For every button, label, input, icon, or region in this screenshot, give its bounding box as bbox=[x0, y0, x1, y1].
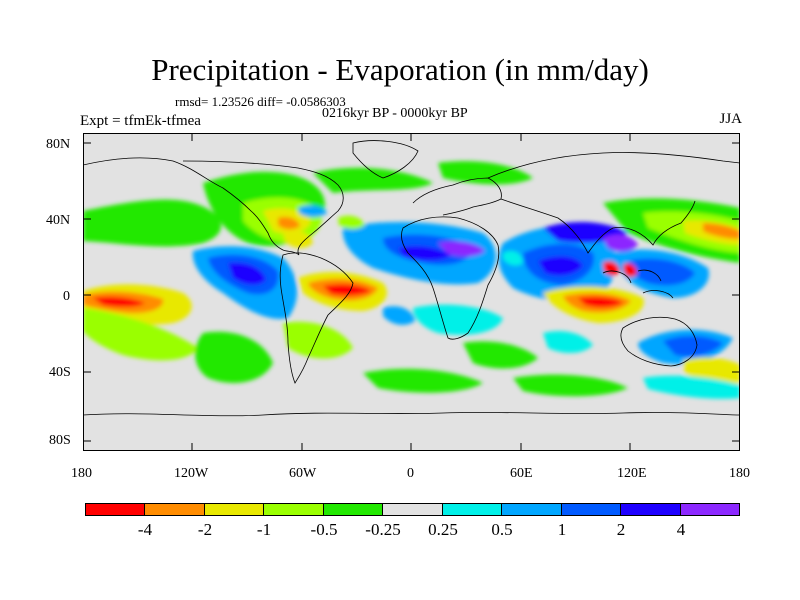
coastline-greenland bbox=[352, 140, 419, 179]
x-tick-label: 120E bbox=[617, 466, 647, 481]
colorbar-label: 4 bbox=[676, 520, 686, 539]
coastline-europe bbox=[412, 177, 502, 216]
pe-anomaly-map bbox=[83, 133, 740, 451]
field-region bbox=[283, 231, 313, 249]
coastlines bbox=[83, 140, 740, 417]
colorbar-label: 0.5 bbox=[491, 520, 513, 539]
colorbar-swatch bbox=[680, 504, 739, 515]
field-region bbox=[338, 215, 365, 230]
field-region bbox=[578, 296, 623, 308]
coastline-north-america bbox=[83, 157, 344, 256]
colorbar-swatch bbox=[561, 504, 622, 515]
coastline-africa bbox=[401, 216, 500, 340]
field-region bbox=[543, 331, 593, 353]
field-region bbox=[93, 296, 145, 308]
field-region bbox=[228, 262, 266, 285]
season-label: JJA bbox=[719, 111, 742, 127]
colorbar-label: -1 bbox=[256, 520, 272, 539]
x-tick-label: 0 bbox=[407, 466, 414, 481]
colorbar-label: -0.5 bbox=[310, 520, 338, 539]
field-region bbox=[83, 199, 222, 247]
colorbar-swatch bbox=[502, 504, 562, 515]
colorbar-swatch bbox=[442, 504, 503, 515]
colorbar-label: 0.25 bbox=[428, 520, 458, 539]
coastline-south-america bbox=[279, 252, 354, 384]
y-tick-label: 40S bbox=[49, 365, 71, 380]
axis-ticks bbox=[83, 133, 740, 451]
field-region bbox=[283, 321, 353, 359]
field-region bbox=[398, 245, 451, 261]
field-region bbox=[438, 241, 485, 257]
colorbar-label: -4 bbox=[137, 520, 153, 539]
field-region bbox=[278, 216, 300, 230]
field-region bbox=[703, 223, 740, 239]
field-region bbox=[643, 375, 740, 399]
field-region bbox=[363, 368, 483, 393]
y-tick-label: 0 bbox=[63, 289, 70, 304]
field-region bbox=[503, 251, 523, 266]
x-tick-label: 180 bbox=[71, 466, 92, 481]
field-region bbox=[623, 263, 637, 278]
field-region bbox=[83, 308, 198, 361]
field-region bbox=[463, 341, 538, 369]
colorbar-label: 1 bbox=[557, 520, 567, 539]
colorbar-swatch bbox=[323, 504, 384, 515]
y-tick-label: 80S bbox=[49, 433, 71, 448]
colorbar-label: -2 bbox=[197, 520, 213, 539]
colorbar-label: -0.25 bbox=[365, 520, 401, 539]
field-region bbox=[603, 234, 638, 252]
chart-title: Precipitation - Evaporation (in mm/day) bbox=[151, 52, 649, 87]
field-region bbox=[663, 335, 723, 357]
field-region bbox=[323, 284, 371, 296]
x-tick-label: 60E bbox=[510, 466, 533, 481]
field-region bbox=[298, 205, 327, 218]
period-label: 0216kyr BP - 0000kyr BP bbox=[322, 106, 468, 121]
rmsd-diff-stats: rmsd= 1.23526 diff= -0.0586303 bbox=[175, 94, 346, 109]
coastline-asia bbox=[487, 152, 740, 254]
field-region bbox=[438, 161, 533, 185]
field-region bbox=[383, 306, 415, 325]
x-tick-label: 120W bbox=[174, 466, 209, 481]
coastline-antarctica bbox=[83, 412, 740, 417]
colorbar-swatch bbox=[383, 504, 443, 515]
pe-field bbox=[83, 140, 740, 417]
coastline-australia bbox=[620, 316, 698, 367]
colorbar-swatch bbox=[621, 504, 681, 515]
x-tick-label: 180 bbox=[729, 466, 750, 481]
x-tick-label: 60W bbox=[289, 466, 317, 481]
colorbar-swatch bbox=[204, 504, 265, 515]
coastline-maritime-continent bbox=[602, 269, 674, 299]
y-tick-label: 40N bbox=[46, 213, 71, 228]
field-region bbox=[413, 304, 503, 335]
field-region bbox=[513, 374, 628, 397]
field-region bbox=[538, 256, 583, 276]
colorbar bbox=[85, 503, 740, 516]
colorbar-swatch bbox=[145, 504, 205, 515]
colorbar-swatch bbox=[86, 504, 146, 515]
colorbar-swatch bbox=[264, 504, 324, 515]
field-region bbox=[627, 258, 695, 286]
field-region bbox=[195, 331, 273, 383]
y-tick-label: 80N bbox=[46, 137, 71, 152]
colorbar-label: 2 bbox=[616, 520, 626, 539]
experiment-label: Expt = tfmEk-tfmea bbox=[80, 113, 201, 129]
field-region bbox=[313, 167, 433, 193]
field-region bbox=[603, 261, 620, 276]
